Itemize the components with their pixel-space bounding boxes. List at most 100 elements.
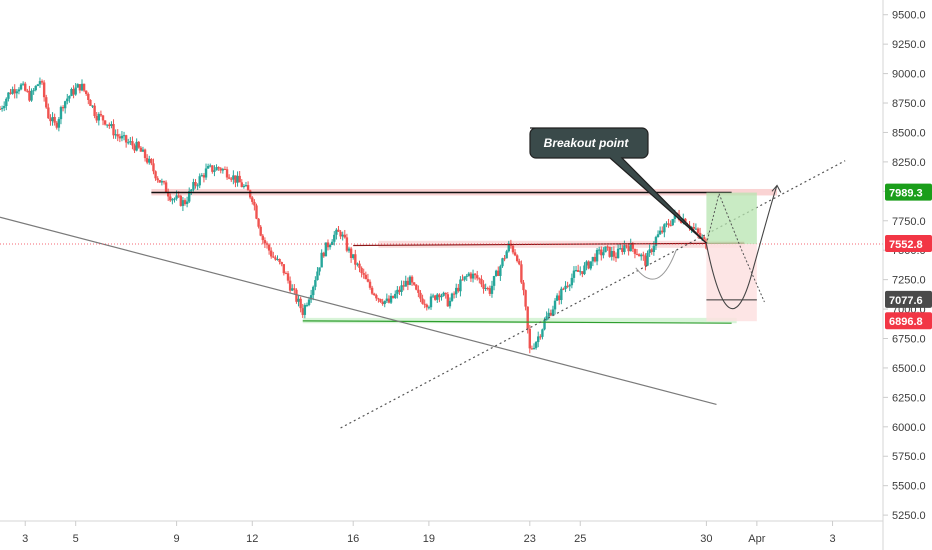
- candle-body: [412, 282, 416, 285]
- price-axis[interactable]: 9500.09250.09000.08750.08500.08250.08000…: [883, 10, 926, 522]
- candle-body: [595, 250, 599, 262]
- candle-body: [568, 285, 571, 287]
- candle-body: [574, 270, 578, 272]
- candle-body: [335, 229, 338, 235]
- candle-body: [583, 265, 586, 275]
- candle-body: [177, 195, 180, 197]
- candle-body: [301, 308, 304, 315]
- candle-body: [158, 180, 161, 183]
- candle-body: [343, 234, 346, 238]
- candle-body: [183, 200, 187, 205]
- candle-body: [415, 284, 418, 290]
- candle-body: [248, 190, 252, 198]
- candle-body: [560, 288, 563, 301]
- projected-arrowhead: [771, 184, 782, 193]
- candle-body: [528, 328, 531, 349]
- candle-body: [621, 248, 624, 252]
- candle-body: [366, 279, 370, 282]
- ascending-trendline[interactable]: [340, 160, 846, 429]
- candle-body: [30, 90, 33, 101]
- candle-body: [129, 141, 132, 143]
- descending-trendline[interactable]: [0, 216, 717, 406]
- candle-body: [423, 303, 426, 305]
- support-line[interactable]: [302, 320, 732, 324]
- long-position-tool[interactable]: [635, 184, 782, 322]
- candle-body: [15, 91, 19, 94]
- candle-body: [650, 249, 653, 253]
- candle-body: [356, 263, 359, 265]
- candle-body: [270, 250, 273, 257]
- candle-body: [459, 279, 462, 292]
- neckline[interactable]: [353, 242, 745, 247]
- x-tick-label: 16: [347, 533, 359, 545]
- candle-body: [549, 312, 553, 316]
- candle-body: [196, 185, 199, 187]
- candle-body: [562, 288, 565, 290]
- candle-body: [497, 270, 500, 276]
- candle-body: [377, 298, 380, 300]
- candle-body: [112, 124, 115, 136]
- candle-body: [116, 134, 119, 137]
- candle-body: [526, 306, 529, 329]
- candle-body: [192, 182, 195, 190]
- candle-body: [26, 90, 29, 92]
- candle-body: [646, 252, 649, 266]
- candle-body: [303, 305, 307, 315]
- candle-body: [446, 294, 450, 307]
- candle-body: [240, 182, 243, 188]
- candle-body: [619, 248, 622, 250]
- candle-body: [0, 108, 2, 110]
- candle-body: [72, 89, 75, 95]
- candle-body: [476, 275, 479, 279]
- candle-body: [150, 158, 153, 164]
- candle-body: [490, 285, 494, 294]
- price-badge: [885, 312, 932, 330]
- candle-body: [118, 136, 122, 139]
- profit-zone[interactable]: [706, 192, 757, 244]
- x-tick-label: 30: [700, 533, 712, 545]
- candle-body: [61, 107, 65, 109]
- candle-body: [551, 309, 555, 316]
- candle-body: [320, 252, 323, 268]
- candle-body: [7, 92, 10, 99]
- y-tick-label: 6250.0: [892, 392, 926, 404]
- candle-body: [34, 85, 37, 91]
- candle-body: [0, 107, 4, 110]
- candle-body: [440, 295, 443, 298]
- candle-body: [309, 295, 313, 300]
- candle-body: [404, 280, 407, 287]
- x-tick-label: 19: [423, 533, 435, 545]
- candle-body: [503, 258, 506, 260]
- price-badge: [885, 183, 932, 201]
- candle-body: [564, 285, 567, 289]
- y-tick-label: 6750.0: [892, 334, 926, 346]
- time-axis[interactable]: 3 5 9 12 16 19 23 25 30 Apr 3: [22, 521, 836, 545]
- candle-body: [127, 142, 130, 144]
- candle-body: [66, 98, 69, 102]
- candle-body: [629, 242, 632, 252]
- candle-body: [82, 83, 86, 91]
- candle-body: [95, 115, 98, 121]
- candle-body: [642, 254, 645, 256]
- candle-body: [698, 232, 702, 238]
- candle-body: [591, 256, 595, 262]
- candle-body: [316, 271, 319, 281]
- candle-body: [692, 226, 695, 229]
- candle-body: [267, 244, 271, 251]
- candle-body: [185, 201, 189, 205]
- y-tick-label: 5500.0: [892, 481, 926, 493]
- candle-body: [169, 196, 172, 201]
- candle-body: [389, 295, 393, 303]
- candle-body: [469, 273, 473, 279]
- price-badge-label: 7552.8: [889, 239, 923, 251]
- x-tick-label: Apr: [748, 533, 765, 545]
- candle-body: [143, 149, 147, 159]
- candle-body: [452, 293, 456, 295]
- candle-body: [402, 285, 405, 287]
- candle-body: [427, 307, 431, 309]
- candle-body: [484, 288, 487, 290]
- candle-body: [122, 135, 126, 137]
- candle-body: [373, 293, 376, 296]
- candle-body: [576, 270, 580, 272]
